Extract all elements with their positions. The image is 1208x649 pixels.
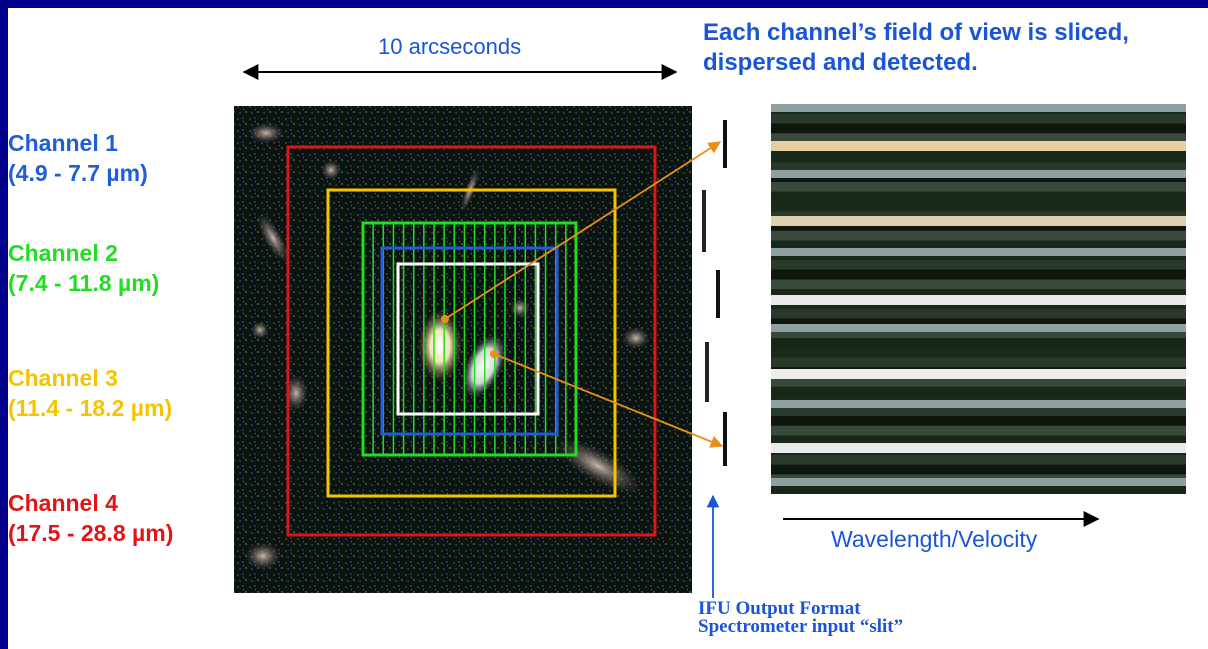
channel-1-footprint (380, 246, 559, 436)
spectral-row (771, 377, 1186, 387)
slit-strips (702, 120, 727, 466)
slit-strip (723, 412, 727, 466)
spectral-row (771, 455, 1186, 465)
pointer-arrow-b (493, 353, 724, 448)
emission-band (771, 295, 1186, 305)
slit-strip (702, 190, 706, 252)
spectral-row (771, 279, 1186, 290)
sky-background (234, 106, 692, 593)
spectral-row (771, 464, 1186, 475)
spectral-row (771, 435, 1186, 446)
slit-label: IFU Output Format Spectrometer input “sl… (698, 598, 904, 637)
spectral-gap (771, 170, 1186, 178)
channel-3-legend: Channel 3 (11.4 - 18.2 µm) (8, 363, 172, 423)
headline: Each channel’s field of view is sliced, … (703, 18, 1129, 78)
channel-3-name: Channel 3 (8, 365, 118, 391)
wavelength-axis-label: Wavelength/Velocity (831, 526, 1038, 552)
spectral-row (771, 484, 1186, 494)
channel-1-legend: Channel 1 (4.9 - 7.7 µm) (8, 128, 148, 188)
spectral-row (771, 347, 1186, 358)
spectral-gap (771, 324, 1186, 332)
channel-4-legend: Channel 4 (17.5 - 28.8 µm) (8, 488, 173, 548)
channel-3-range: (11.4 - 18.2 µm) (8, 395, 173, 421)
spectral-row (771, 113, 1186, 124)
channel-2-legend: Channel 2 (7.4 - 11.8 µm) (8, 238, 159, 298)
spectral-row (771, 406, 1186, 416)
slice-region (396, 262, 540, 416)
pointer-arrow-a (444, 141, 722, 320)
emission-band (771, 369, 1186, 379)
slit-strip (716, 270, 720, 318)
spectral-row (771, 201, 1186, 212)
headline-line-1: Each channel’s field of view is sliced, (703, 19, 1129, 46)
spectral-row (771, 308, 1186, 319)
channel-4-name: Channel 4 (8, 490, 118, 516)
background-galaxy (622, 327, 650, 349)
spectral-row (771, 260, 1186, 270)
spectral-gap (771, 104, 1186, 112)
background-galaxy (510, 298, 530, 318)
spectra-bands (771, 104, 1186, 494)
spectral-row (771, 289, 1186, 299)
background-galaxy (284, 375, 308, 411)
spectral-row (771, 416, 1186, 426)
slit-strip (705, 342, 709, 402)
spectral-row (771, 318, 1186, 329)
scale-label: 10 arcseconds (378, 34, 522, 59)
spectral-row (771, 191, 1186, 202)
spectral-row (771, 386, 1186, 397)
spectral-row (771, 338, 1186, 348)
emission-band (771, 443, 1186, 453)
channel-3-footprint (326, 188, 617, 498)
slit-label-line-2: Spectrometer input “slit” (698, 616, 904, 637)
channel-2-outline (361, 221, 578, 457)
slit-label-line-1: IFU Output Format (698, 598, 861, 619)
channel-4-range: (17.5 - 28.8 µm) (8, 520, 174, 546)
spectra-panel (771, 104, 1186, 494)
channel-1-range: (4.9 - 7.7 µm) (8, 160, 148, 186)
slide: Channel 1 (4.9 - 7.7 µm) Channel 2 (7.4 … (8, 8, 1208, 649)
background-galaxy (256, 213, 290, 263)
channel-2-slices (372, 223, 567, 455)
channel-1-name: Channel 1 (8, 130, 118, 156)
spectral-row (771, 230, 1186, 241)
spectral-row (771, 269, 1186, 280)
spectral-row (771, 328, 1186, 338)
spectral-row (771, 133, 1186, 143)
spectral-gap (771, 248, 1186, 256)
spectral-row (771, 240, 1186, 251)
spectral-row (771, 162, 1186, 173)
spectral-row (771, 425, 1186, 436)
spectral-row (771, 152, 1186, 163)
background-galaxy (248, 123, 284, 143)
channel-2-footprint (361, 221, 578, 457)
sky-image (234, 106, 692, 593)
emission-band (771, 216, 1186, 226)
spectral-row (771, 357, 1186, 368)
slit-strip (723, 120, 727, 168)
background-galaxy (321, 160, 341, 180)
target-galaxy-a (418, 310, 462, 382)
spectral-row (771, 182, 1186, 192)
emission-band (771, 141, 1186, 151)
channel-2-name: Channel 2 (8, 240, 118, 266)
diagram-graphics (234, 64, 1186, 598)
background-galaxy (251, 321, 269, 339)
spectral-gap (771, 400, 1186, 408)
channel-2-range: (7.4 - 11.8 µm) (8, 270, 160, 296)
spectral-gap (771, 478, 1186, 486)
spectral-row (771, 123, 1186, 134)
headline-line-2: dispersed and detected. (703, 49, 978, 76)
background-galaxy (245, 542, 281, 570)
channel-4-footprint (286, 145, 657, 537)
